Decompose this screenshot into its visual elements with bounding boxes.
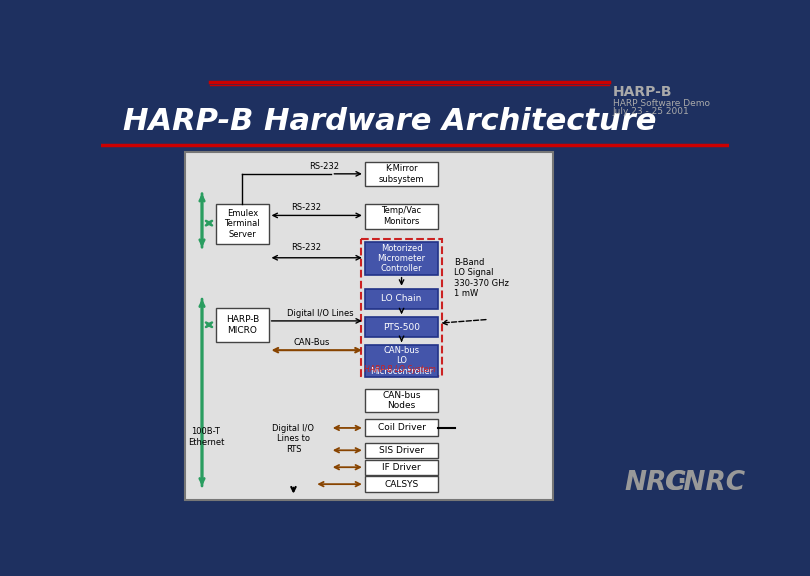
Text: Digital I/O
Lines to
RTS: Digital I/O Lines to RTS <box>272 424 314 454</box>
Text: ·: · <box>676 471 686 497</box>
Bar <box>364 161 438 186</box>
Text: Temp/Vac
Monitors: Temp/Vac Monitors <box>382 206 422 226</box>
Text: HARP-B Hardware Architecture: HARP-B Hardware Architecture <box>123 107 656 136</box>
Bar <box>364 419 438 437</box>
Text: B-Band
LO Signal
330-370 GHz
1 mW: B-Band LO Signal 330-370 GHz 1 mW <box>454 258 509 298</box>
Text: Motorized
Micrometer
Controller: Motorized Micrometer Controller <box>377 244 425 274</box>
Bar <box>185 152 553 501</box>
Text: CAN-bus
LO
Microcontroller: CAN-bus LO Microcontroller <box>370 346 433 376</box>
Text: SIS Driver: SIS Driver <box>379 446 424 455</box>
Text: PTS-500: PTS-500 <box>383 323 420 332</box>
Text: CAN-Bus: CAN-Bus <box>293 338 330 347</box>
Bar <box>364 389 438 412</box>
Text: HARP Software Demo: HARP Software Demo <box>612 99 710 108</box>
Text: K-Mirror
subsystem: K-Mirror subsystem <box>379 164 424 184</box>
Text: LO Chain: LO Chain <box>382 294 422 303</box>
Bar <box>364 317 438 337</box>
Bar <box>361 238 442 376</box>
Text: NRC: NRC <box>625 471 686 497</box>
Text: CALSYS: CALSYS <box>385 480 419 488</box>
Text: 100B-T
Ethernet: 100B-T Ethernet <box>188 427 224 447</box>
Bar <box>364 442 438 458</box>
Text: RS-232: RS-232 <box>291 203 321 212</box>
Text: CAN-bus
Nodes: CAN-bus Nodes <box>382 391 421 410</box>
Text: RS-232: RS-232 <box>291 243 321 252</box>
Bar <box>216 204 269 244</box>
Bar <box>364 460 438 475</box>
Bar <box>364 242 438 275</box>
Text: HARP-B LO System: HARP-B LO System <box>364 365 436 374</box>
Text: Emulex
Terminal
Server: Emulex Terminal Server <box>224 209 260 239</box>
Bar <box>364 289 438 309</box>
Text: IF Driver: IF Driver <box>382 463 421 472</box>
Text: HARP-B: HARP-B <box>612 85 672 99</box>
Text: Coil Driver: Coil Driver <box>377 423 425 433</box>
Bar <box>216 308 269 343</box>
Bar <box>364 476 438 492</box>
Text: RS-232: RS-232 <box>309 162 339 171</box>
Text: CNRC: CNRC <box>663 471 744 497</box>
Text: HARP-B
MICRO: HARP-B MICRO <box>226 316 259 335</box>
Bar <box>364 204 438 229</box>
Bar <box>364 345 438 377</box>
Text: July 23 - 25 2001: July 23 - 25 2001 <box>612 107 689 116</box>
Text: Digital I/O Lines: Digital I/O Lines <box>288 309 354 317</box>
